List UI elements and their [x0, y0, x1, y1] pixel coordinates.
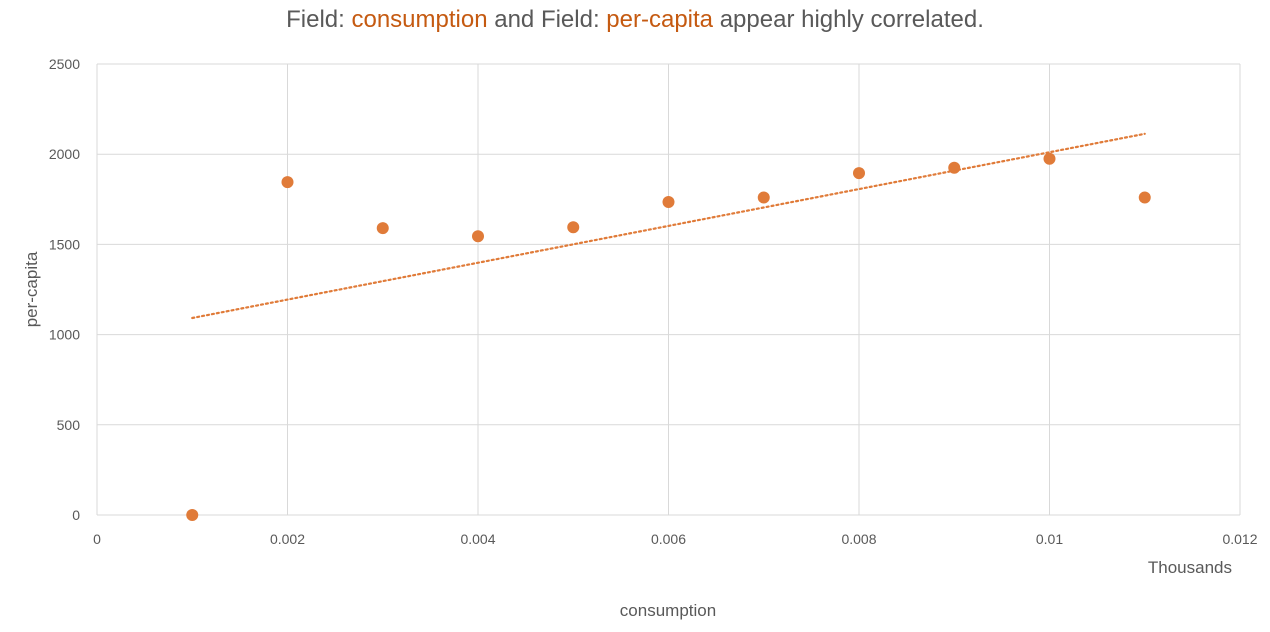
title-field-name: consumption	[351, 6, 488, 33]
x-tick-label: 0.012	[1222, 531, 1257, 547]
x-axis-unit-label: Thousands	[1148, 558, 1232, 577]
data-point	[472, 230, 484, 243]
y-tick-label: 2000	[49, 146, 80, 162]
y-tick-label: 1000	[49, 327, 80, 343]
y-tick-label: 1500	[49, 236, 80, 252]
data-point	[853, 167, 865, 180]
data-point	[662, 196, 675, 209]
x-tick-label: 0.002	[270, 531, 305, 547]
trendline	[191, 132, 1146, 320]
x-tick-label: 0	[93, 531, 101, 547]
y-axis-title: per-capita	[22, 251, 41, 327]
y-tick-label: 2500	[49, 56, 80, 72]
data-point	[757, 191, 770, 204]
y-tick-label: 0	[72, 507, 80, 523]
x-tick-label: 0.006	[651, 531, 686, 547]
title-field-name: per-capita	[606, 6, 714, 33]
data-point	[186, 509, 199, 521]
data-point	[567, 221, 580, 234]
x-tick-label: 0.004	[460, 531, 495, 547]
x-tick-label: 0.01	[1036, 531, 1063, 547]
x-axis-title: consumption	[620, 601, 716, 620]
chart-title: Field: consumption and Field: per-capita…	[0, 6, 1270, 34]
data-point	[948, 161, 961, 174]
x-tick-label: 0.008	[841, 531, 876, 547]
title-text: appear highly correlated.	[713, 6, 984, 33]
data-point	[281, 176, 294, 189]
data-point	[1043, 152, 1056, 165]
title-text: and Field:	[487, 6, 607, 33]
y-tick-label: 500	[57, 417, 81, 433]
title-text: Field:	[286, 6, 352, 33]
data-point	[376, 222, 389, 235]
data-point	[1138, 191, 1151, 204]
